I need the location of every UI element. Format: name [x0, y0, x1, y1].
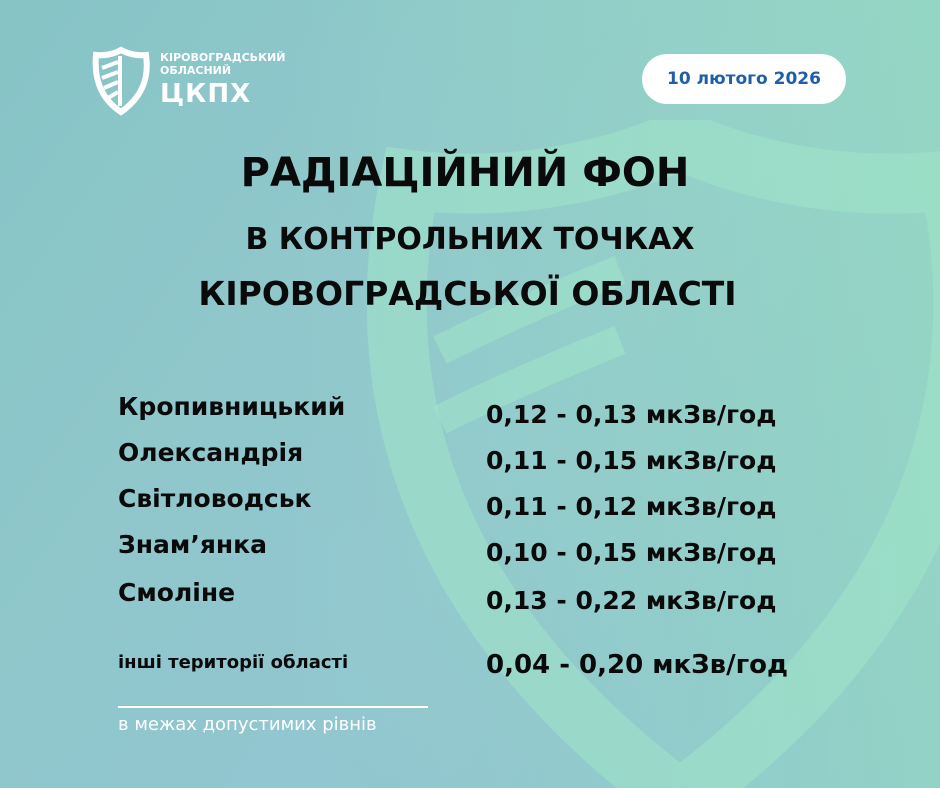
radiation-value: 0,11 - 0,12 мкЗв/год [486, 492, 777, 521]
shield-watermark-icon [366, 120, 940, 788]
radiation-value: 0,11 - 0,15 мкЗв/год [486, 446, 777, 475]
divider [118, 706, 428, 708]
radiation-value: 0,12 - 0,13 мкЗв/год [486, 400, 777, 429]
title-line-2: В КОНТРОЛЬНИХ ТОЧКАХ [245, 222, 695, 257]
city-name: Олександрія [118, 438, 304, 467]
note: в межах допустимих рівнів [118, 714, 377, 735]
logo: КІРОВОГРАДСЬКИЙ ОБЛАСНИЙ ЦКПХ [92, 46, 285, 116]
logo-line-3: ЦКПХ [160, 78, 252, 109]
shield-logo-icon [92, 46, 150, 116]
city-name: Світловодськ [118, 484, 312, 513]
title-line-3: КІРОВОГРАДСЬКОЇ ОБЛАСТІ [198, 274, 737, 313]
radiation-value: 0,04 - 0,20 мкЗв/год [486, 650, 789, 680]
logo-line-2: ОБЛАСНИЙ [160, 64, 232, 78]
radiation-value: 0,13 - 0,22 мкЗв/год [486, 586, 777, 615]
city-name: Знам’янка [118, 530, 267, 559]
radiation-value: 0,10 - 0,15 мкЗв/год [486, 538, 777, 567]
title-line-1: РАДІАЦІЙНИЙ ФОН [240, 150, 690, 196]
date-badge: 10 лютого 2026 [642, 54, 846, 104]
city-name: Кропивницький [118, 392, 346, 421]
logo-line-1: КІРОВОГРАДСЬКИЙ [160, 51, 286, 65]
other-territories-label: інші території області [118, 652, 349, 673]
city-name: Смоліне [118, 578, 236, 607]
